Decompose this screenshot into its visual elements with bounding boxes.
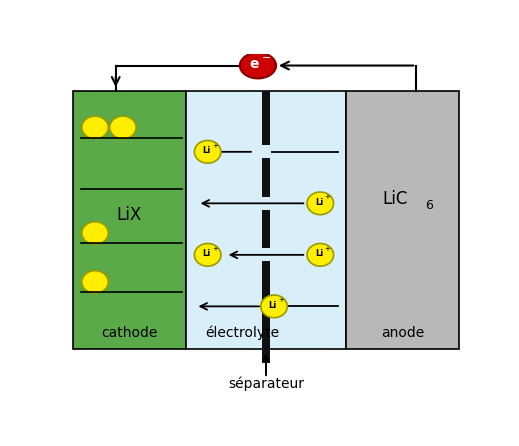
Bar [262, 313, 270, 363]
Bar [186, 91, 347, 349]
Circle shape [110, 116, 136, 139]
Text: LiC: LiC [382, 190, 407, 208]
Circle shape [82, 271, 108, 293]
Text: LiX: LiX [117, 206, 142, 224]
Text: Li: Li [202, 146, 211, 155]
Text: électrolyte: électrolyte [205, 326, 279, 340]
Bar [262, 91, 270, 145]
Bar [262, 158, 270, 197]
Text: Li: Li [315, 249, 323, 258]
Bar [347, 91, 459, 349]
Text: +: + [212, 143, 218, 149]
Text: cathode: cathode [101, 326, 157, 340]
Circle shape [82, 222, 108, 244]
Circle shape [307, 192, 334, 215]
Text: −: − [262, 53, 271, 63]
Bar [262, 261, 270, 300]
Circle shape [195, 244, 221, 266]
Text: +: + [324, 246, 331, 252]
Bar [73, 91, 186, 349]
Text: 6: 6 [425, 199, 433, 212]
Text: Li: Li [315, 198, 323, 207]
Circle shape [307, 244, 334, 266]
Text: +: + [278, 297, 284, 303]
Text: Li: Li [269, 301, 277, 310]
Text: +: + [324, 194, 331, 200]
Circle shape [195, 140, 221, 163]
Ellipse shape [240, 53, 276, 78]
Text: Li: Li [202, 249, 211, 258]
Text: anode: anode [381, 326, 425, 340]
Circle shape [82, 116, 108, 139]
Bar [262, 210, 270, 248]
Circle shape [261, 295, 288, 318]
Text: séparateur: séparateur [228, 376, 304, 391]
Text: +: + [212, 246, 218, 252]
Text: e: e [249, 57, 258, 71]
